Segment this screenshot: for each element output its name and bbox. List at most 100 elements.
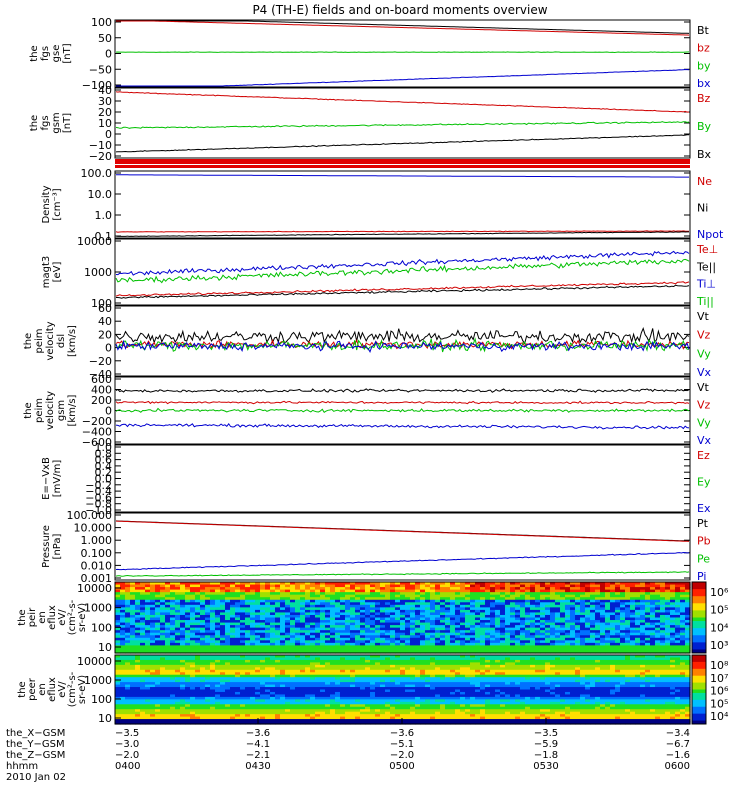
- legend-Pb: Pb: [697, 535, 711, 548]
- y-tick-label: −200: [82, 415, 112, 428]
- y-axis-label: the: [17, 609, 28, 625]
- y-tick-label: 10000: [77, 582, 112, 595]
- y-axis-label: gsm: [51, 112, 62, 133]
- y-tick-label: −20: [89, 150, 112, 163]
- y-tick-label: 0.2: [95, 466, 113, 479]
- y-tick-label: −0.8: [85, 498, 112, 511]
- x-tick-label: −1.8: [534, 750, 558, 761]
- y-axis-label: [km/s]: [67, 394, 78, 426]
- y-tick-label: −50: [89, 63, 112, 76]
- x-tick-label: −1.6: [666, 750, 690, 761]
- y-axis-label: Pressure: [41, 525, 52, 568]
- y-axis-label: velocity: [45, 391, 56, 430]
- x-tick-label: −3.0: [115, 739, 139, 750]
- series-line-Te⊥: [115, 281, 690, 297]
- y-tick-label: 40: [98, 84, 112, 97]
- x-row-label: the_Z−GSM: [6, 750, 65, 761]
- x-row-label: the_X−GSM: [6, 728, 65, 739]
- y-axis-label: sr-eV): [77, 603, 88, 632]
- data-gap-stripe: [115, 165, 690, 168]
- legend-Vt: Vt: [697, 310, 710, 323]
- y-tick-label: 100: [91, 621, 112, 634]
- y-tick-label: 0: [105, 48, 112, 61]
- y-tick-label: −20: [89, 355, 112, 368]
- y-tick-label: 0: [105, 405, 112, 418]
- x-tick-label: −6.7: [666, 739, 690, 750]
- y-axis-label: [eV]: [52, 262, 63, 283]
- legend-Ne: Ne: [697, 175, 712, 188]
- y-tick-label: 30: [98, 95, 112, 108]
- y-axis-label: eV/: [57, 681, 68, 698]
- y-tick-label: 0.100: [81, 547, 113, 560]
- series-line-Ti⊥: [115, 250, 690, 276]
- y-tick-label: 1000: [84, 266, 112, 279]
- colorbar-tick-label: 10⁴: [710, 710, 729, 723]
- y-tick-label: −0.2: [85, 479, 112, 492]
- colorbar-tick-label: 10⁴: [710, 621, 729, 634]
- legend-Bz: Bz: [697, 92, 711, 105]
- legend-Pt: Pt: [697, 517, 709, 530]
- y-tick-label: 100: [91, 693, 112, 706]
- x-tick-label: −3.4: [666, 728, 690, 739]
- panel-frame: [114, 305, 691, 377]
- y-tick-label: −400: [82, 426, 112, 439]
- colorbar-tick-label: 10⁵: [710, 604, 728, 617]
- x-tick-label: −3.5: [534, 728, 558, 739]
- series-line-Npot: [116, 174, 689, 178]
- legend-Vz: Vz: [697, 329, 711, 342]
- y-tick-label: −0.6: [85, 491, 112, 504]
- y-axis-label: magt3: [41, 256, 52, 289]
- y-tick-label: 10.0: [88, 188, 113, 201]
- x-row-label: hhmm: [6, 761, 38, 772]
- colorbar-tick-label: 10⁵: [710, 697, 728, 710]
- legend-Vt: Vt: [697, 381, 710, 394]
- x-tick-label: −4.1: [246, 739, 270, 750]
- y-tick-label: 100: [91, 297, 112, 310]
- y-tick-label: 10000: [77, 655, 112, 668]
- y-axis-label: the: [23, 333, 34, 349]
- y-axis-label: eV/: [57, 609, 68, 626]
- legend-Ex: Ex: [697, 502, 711, 515]
- y-tick-label: 0.4: [95, 460, 113, 473]
- y-tick-label: 0.6: [95, 454, 113, 467]
- legend-Ey: Ey: [697, 476, 711, 489]
- data-gap-stripe: [115, 159, 690, 164]
- y-tick-label: 20: [98, 328, 112, 341]
- panel-density: 100.0 10.0 1.0 0.1 Density [cm⁻³] Ne Ni Npot: [41, 167, 724, 243]
- series-line-Ni: [115, 231, 689, 237]
- series-line-Ti||: [115, 258, 690, 284]
- panel-frame: [114, 238, 691, 306]
- y-tick-label: −40: [89, 368, 112, 381]
- series-line-Pb: [115, 520, 690, 542]
- y-tick-label: 600: [91, 373, 112, 386]
- y-tick-label: 1000: [84, 674, 112, 687]
- legend-Pe: Pe: [697, 552, 710, 565]
- legend-Ni: Ni: [697, 202, 708, 215]
- date-label: 2010 Jan 02: [6, 772, 66, 783]
- y-tick-label: 20: [98, 106, 112, 119]
- legend-bx: bx: [697, 77, 711, 90]
- panel-frame: [114, 170, 691, 239]
- y-axis-label: [cm⁻³]: [52, 188, 63, 220]
- chart-title: P4 (TH-E) fields and on-board moments ov…: [252, 3, 547, 17]
- x-tick-label: −2.1: [246, 750, 270, 761]
- y-tick-label: −0.4: [85, 485, 112, 498]
- y-axis-label: eflux: [47, 677, 58, 702]
- series-line-Bz: [115, 91, 690, 113]
- y-axis-label: peim: [34, 328, 45, 353]
- x-tick-label: −5.1: [390, 739, 414, 750]
- series-line-Bt: [116, 20, 690, 34]
- legend-Vz: Vz: [697, 399, 711, 412]
- x-tick-label: −2.0: [390, 750, 414, 761]
- x-tick-label: −5.9: [534, 739, 558, 750]
- series-line-Te||: [116, 284, 690, 299]
- legend-Bx: Bx: [697, 148, 712, 161]
- legend-Vy: Vy: [697, 416, 711, 429]
- y-tick-label: 0.010: [81, 559, 113, 572]
- series-line-Pe: [115, 571, 690, 577]
- y-tick-label: 0.1: [95, 230, 113, 243]
- panel-efield: 1.00.80.60.40.20.0−0.2−0.4−0.6−0.8−1.0 E=…: [41, 441, 711, 517]
